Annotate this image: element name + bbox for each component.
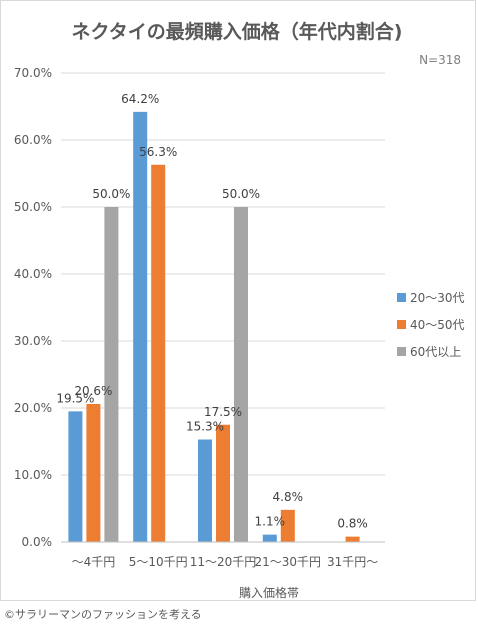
legend-label: 60代以上 [410, 345, 461, 359]
y-tick-label: 60.0% [14, 133, 52, 147]
copyright-footer: ©サラリーマンのファッションを考える [4, 608, 202, 621]
legend-label: 40～50代 [410, 318, 465, 332]
legend: 20～30代 40～50代 60代以上 [397, 291, 465, 359]
y-tick-label: 40.0% [14, 267, 52, 281]
bar [68, 411, 83, 542]
data-label: 17.5% [204, 405, 242, 419]
bar [234, 207, 248, 542]
bar [198, 439, 212, 542]
legend-swatch [397, 347, 406, 356]
data-label: 19.5% [56, 391, 94, 405]
y-tick-label: 70.0% [14, 66, 52, 80]
data-label: 1.1% [255, 515, 286, 529]
x-axis-title: 購入価格帯 [239, 585, 299, 600]
axes: 0.0% 10.0% 20.0% 30.0% 40.0% 50.0% 60.0% 70.0% ～… [14, 66, 385, 569]
data-label: 50.0% [92, 187, 130, 201]
x-tick-label: ～4千円 [72, 555, 116, 569]
bar [345, 536, 360, 542]
y-tick-label: 30.0% [14, 334, 52, 348]
data-label: 64.2% [121, 92, 159, 106]
bar [133, 111, 148, 543]
y-tick-label: 10.0% [14, 468, 52, 482]
bar [216, 424, 230, 542]
data-label: 4.8% [273, 490, 304, 504]
bar [151, 164, 166, 543]
x-tick-label: 5～10千円 [129, 555, 188, 569]
data-label: 56.3% [139, 145, 177, 159]
legend-label: 20～30代 [410, 291, 465, 305]
data-label: 20.6% [74, 384, 112, 398]
legend-swatch [397, 293, 406, 302]
data-label: 0.8% [337, 517, 368, 531]
chart-title: ネクタイの最頻購入価格（年代内割合) [72, 20, 403, 43]
legend-swatch [397, 320, 406, 329]
data-label: 50.0% [222, 187, 260, 201]
y-tick-label: 50.0% [14, 200, 52, 214]
bar [86, 403, 101, 542]
chart-frame: ネクタイの最頻購入価格（年代内割合) N=318 19.5% 20.6% 50.0%… [0, 0, 476, 601]
sample-size-note: N=318 [419, 53, 461, 67]
x-tick-label: 11～20千円 [190, 555, 257, 569]
bar [280, 509, 295, 542]
x-tick-label: 21～30千円 [255, 555, 322, 569]
bar [104, 207, 119, 542]
data-label: 15.3% [186, 419, 224, 433]
x-tick-label: 31千円～ [327, 555, 378, 569]
bars [68, 111, 360, 543]
y-tick-label: 20.0% [14, 401, 52, 415]
y-tick-label: 0.0% [22, 535, 53, 549]
bar [262, 534, 277, 542]
data-labels: 19.5%20.6% 50.0% 64.2% 56.3% 15.3%17.5% 50.0%… [56, 92, 368, 531]
bar-chart: ネクタイの最頻購入価格（年代内割合) N=318 19.5%20.6% 50.0%… [14, 20, 465, 600]
